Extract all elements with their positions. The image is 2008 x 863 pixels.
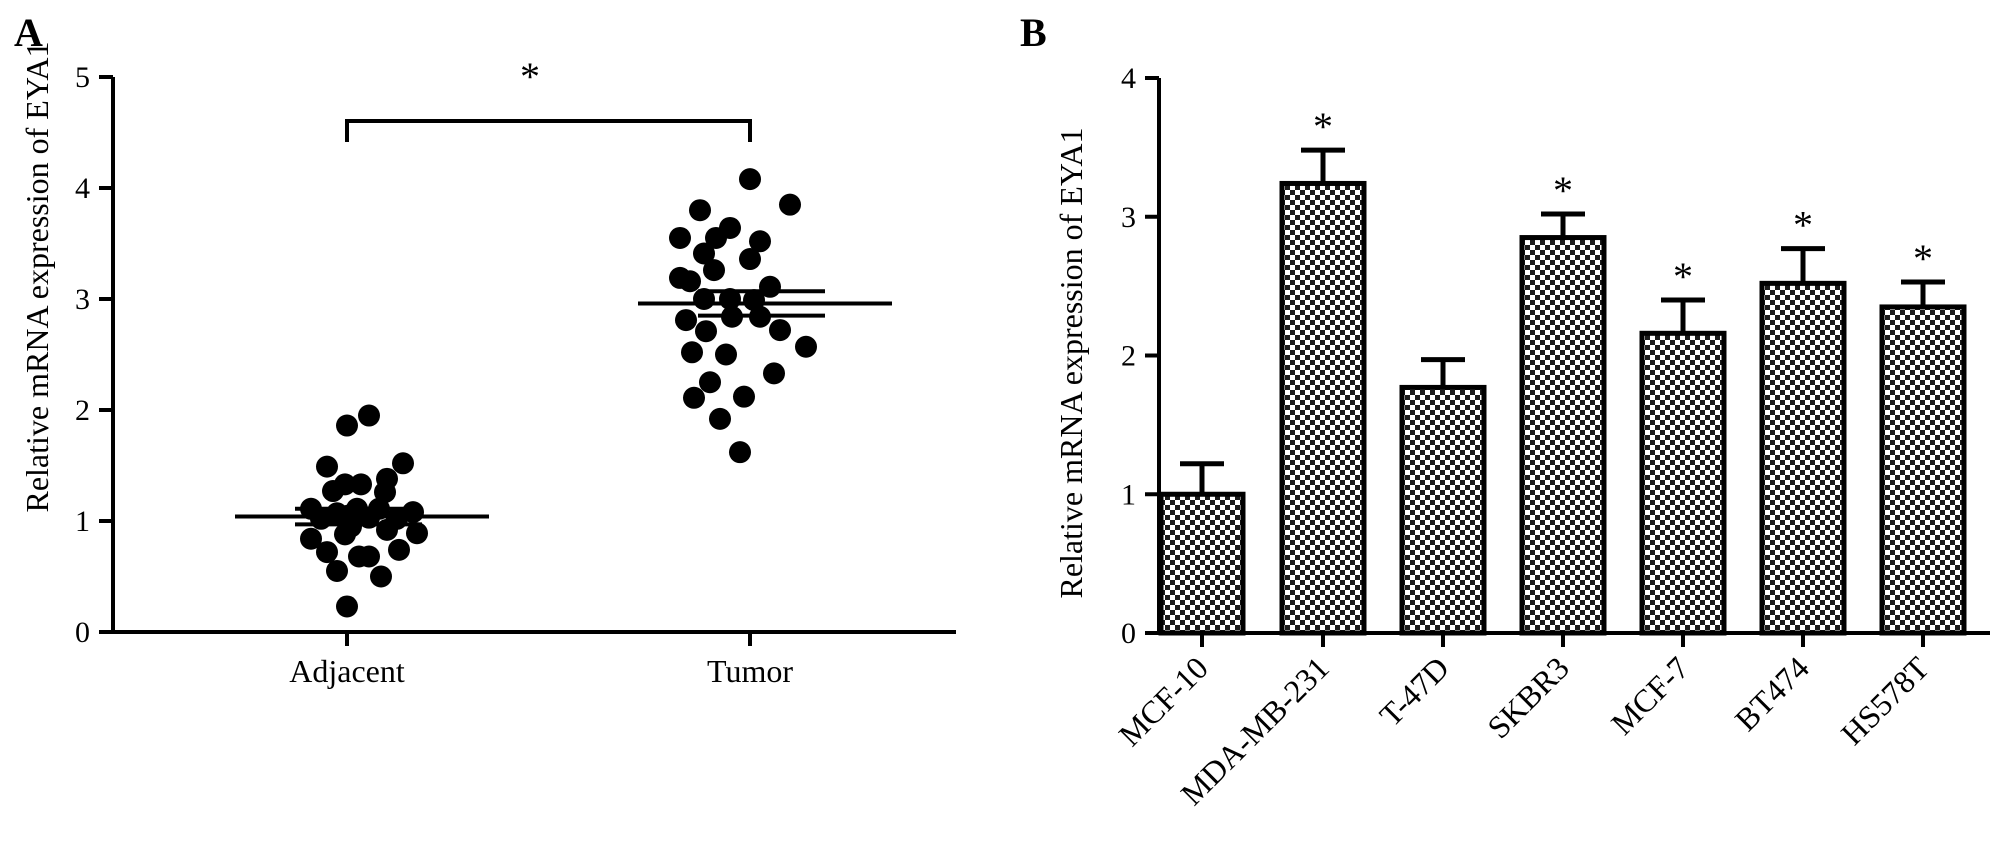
y-tick-label: 3 — [1121, 201, 1136, 234]
data-point — [316, 455, 338, 478]
data-point — [300, 527, 322, 550]
significance-star: * — [1793, 203, 1813, 248]
data-point — [749, 230, 771, 253]
y-tick-label: 2 — [75, 394, 90, 427]
x-tick-label: MCF-10 — [1112, 649, 1215, 752]
data-point — [683, 386, 705, 409]
x-tick-label: HS578T — [1834, 649, 1936, 751]
data-point — [340, 515, 362, 538]
data-point — [376, 467, 398, 490]
data-point — [739, 248, 761, 271]
y-tick-label: 1 — [75, 505, 90, 538]
data-point — [743, 289, 765, 312]
panel-a-points — [300, 168, 817, 618]
data-point — [763, 362, 785, 385]
panel-b-y-ticks: 0 1 2 3 4 — [1121, 62, 1159, 650]
data-point — [709, 407, 731, 430]
data-point — [336, 595, 358, 618]
data-point — [316, 541, 338, 564]
data-point — [392, 452, 414, 475]
data-point — [681, 341, 703, 364]
data-point — [669, 226, 691, 249]
data-point — [679, 270, 701, 293]
y-tick-label: 3 — [75, 283, 90, 316]
data-point — [693, 242, 715, 265]
significance-star: * — [1313, 104, 1333, 149]
data-point — [733, 385, 755, 408]
data-point — [358, 404, 380, 427]
data-point — [719, 216, 741, 239]
y-tick-label: 0 — [1121, 617, 1136, 650]
y-tick-label: 4 — [1121, 62, 1136, 95]
data-point — [759, 275, 781, 298]
data-point — [779, 193, 801, 216]
significance-star: * — [1673, 254, 1693, 299]
bar — [1279, 180, 1367, 636]
data-point — [769, 319, 791, 342]
panel-a-y-axis-title: Relative mRNA expression of EYA1 — [19, 41, 55, 512]
panel-b-y-axis-title: Relative mRNA expression of EYA1 — [1053, 127, 1089, 598]
panel-a-scatter-chart: A Relative mRNA expression of EYA1 0 1 2 3 4… — [14, 10, 956, 689]
data-point — [402, 501, 424, 524]
panel-a-y-ticks: 0 1 2 3 4 5 — [75, 61, 113, 649]
panel-b-letter: B — [1020, 10, 1047, 55]
bar — [1399, 384, 1487, 636]
data-point — [326, 559, 348, 582]
bar — [1639, 330, 1727, 636]
bar — [1759, 280, 1847, 636]
data-point — [675, 309, 697, 332]
data-point — [729, 441, 751, 464]
panel-a-x-ticks: Adjacent Tumor — [289, 632, 793, 689]
data-point — [695, 320, 717, 343]
bar — [1879, 304, 1967, 636]
panel-b-bar-chart: B Relative mRNA expression of EYA1 0 1 2 3 4… — [1020, 10, 1990, 812]
x-tick-label: Adjacent — [289, 653, 405, 689]
significance-star: * — [520, 54, 540, 99]
data-point — [406, 522, 428, 545]
significance-star: * — [1913, 236, 1933, 281]
y-tick-label: 0 — [75, 616, 90, 649]
significance-bracket — [345, 119, 752, 142]
y-tick-label: 2 — [1121, 340, 1136, 373]
y-tick-label: 5 — [75, 61, 90, 94]
data-point — [334, 473, 356, 496]
significance-star: * — [1553, 168, 1573, 213]
data-point — [350, 473, 372, 496]
data-point — [336, 414, 358, 437]
bar — [1519, 235, 1607, 636]
x-tick-label: T-47D — [1372, 649, 1456, 733]
data-point — [689, 199, 711, 222]
y-tick-label: 4 — [75, 172, 90, 205]
data-point — [370, 565, 392, 588]
data-point — [739, 168, 761, 191]
x-tick-label: MCF-7 — [1604, 649, 1696, 741]
data-point — [703, 259, 725, 282]
x-tick-label: BT474 — [1728, 649, 1816, 737]
y-tick-label: 1 — [1121, 478, 1136, 511]
data-point — [358, 545, 380, 568]
panel-a-significance: * — [345, 54, 752, 142]
panel-a-letter: A — [14, 10, 43, 55]
panel-a-mean-bars — [235, 289, 892, 527]
panel-b-bars: * * * * * — [1158, 104, 1967, 636]
bar — [1158, 491, 1246, 636]
data-point — [795, 335, 817, 358]
x-tick-label: Tumor — [707, 653, 793, 689]
data-point — [715, 343, 737, 366]
x-tick-label: SKBR3 — [1480, 649, 1576, 745]
data-point — [388, 538, 410, 561]
data-point — [699, 371, 721, 394]
